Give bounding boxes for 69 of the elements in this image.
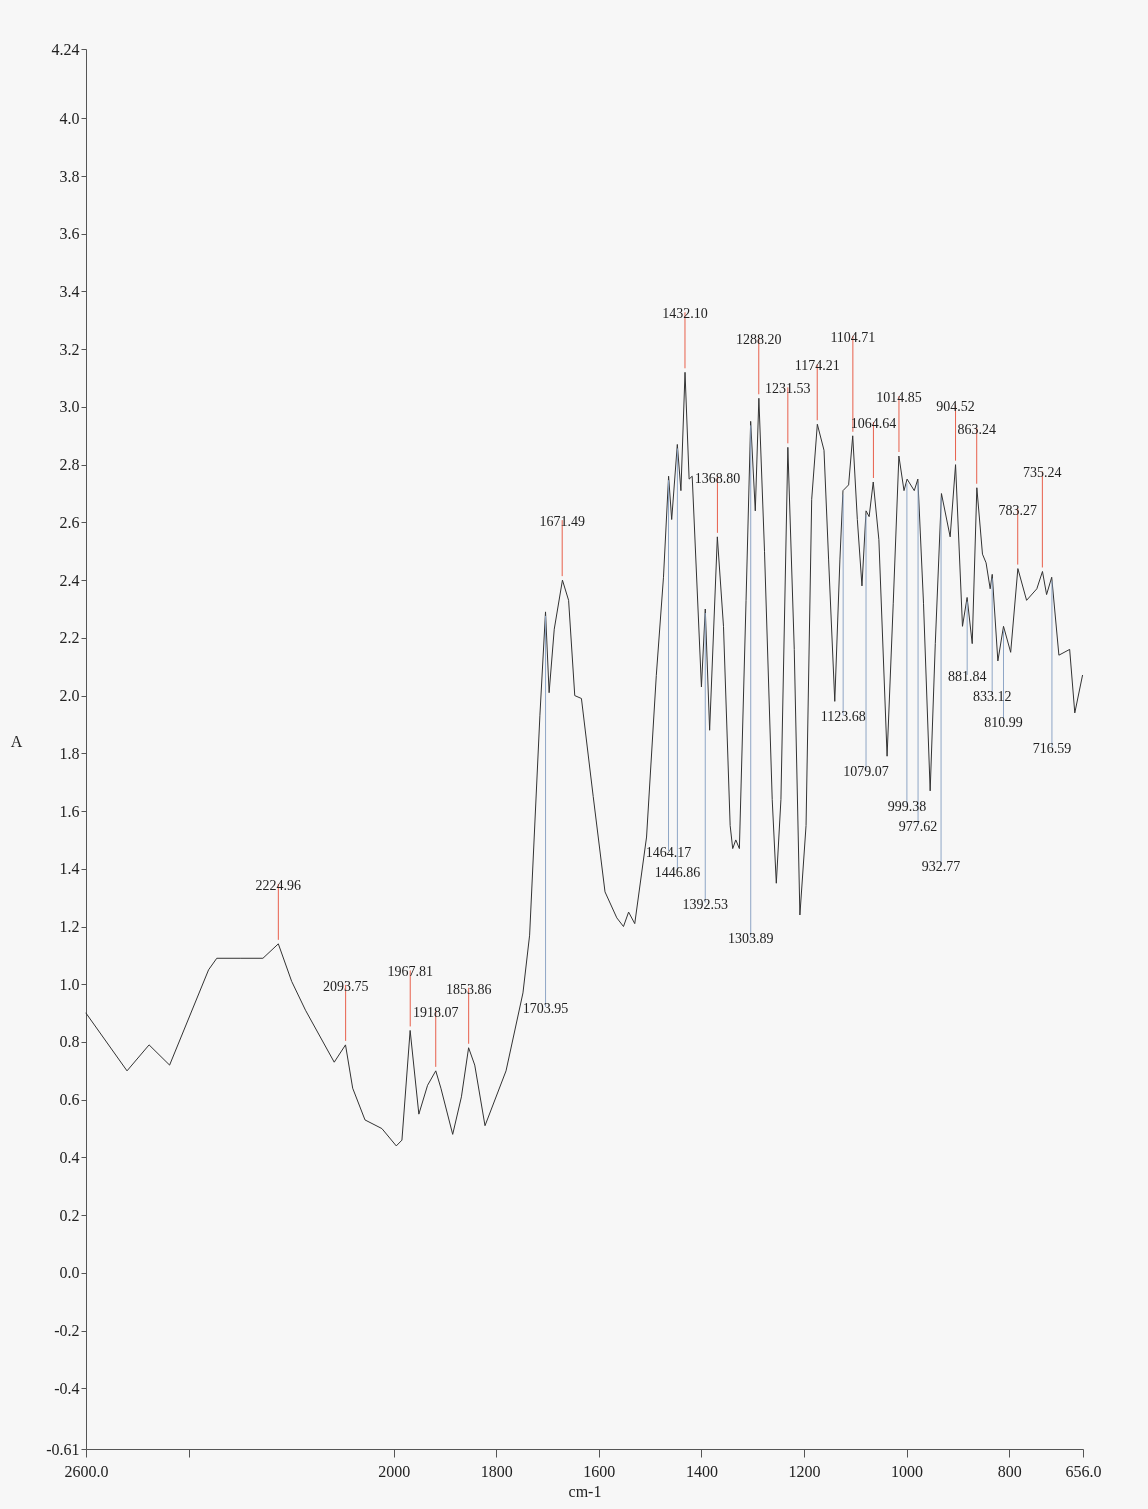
x-tick-label: 2600.0	[64, 1462, 109, 1480]
y-tick-label: -0.4	[54, 1379, 80, 1397]
x-tick-label: 2000	[378, 1462, 411, 1480]
annotation: 1446.86	[654, 865, 701, 881]
y-tick-label: -0.61	[46, 1440, 80, 1458]
y-tick-label: 1.6	[59, 802, 80, 820]
annotation: 810.99	[984, 715, 1023, 731]
x-tick-label: 1800	[480, 1462, 513, 1480]
line-series	[85, 371, 1083, 1147]
y-tick-label: 3.8	[59, 167, 80, 185]
y-tick-label: 3.6	[59, 225, 80, 243]
y-tick-label: 2.2	[59, 629, 80, 647]
annotation: 1014.85	[876, 390, 922, 406]
y-tick-label: 1.8	[59, 744, 80, 762]
annotation: 1703.95	[522, 1000, 569, 1016]
x-tick-label: 1000	[891, 1462, 924, 1480]
y-tick-label: 2.8	[59, 456, 80, 474]
annotation: 1368.80	[694, 470, 741, 486]
x-axis-title: cm-1	[568, 1482, 602, 1500]
y-tick-label: 0.4	[59, 1148, 80, 1166]
annotation: 1079.07	[843, 764, 889, 780]
annotation: 1064.64	[850, 415, 897, 431]
annotation: 833.12	[972, 688, 1012, 704]
annotation: 1464.17	[645, 845, 692, 861]
y-tick-label: 1.2	[59, 918, 80, 936]
y-axis-title: A	[10, 732, 23, 750]
annotation: 1231.53	[765, 381, 811, 397]
y-tick-label: -0.2	[54, 1322, 80, 1340]
annotation: 716.59	[1032, 740, 1072, 756]
annotation: 1123.68	[820, 709, 866, 725]
x-tick-label: 1400	[685, 1462, 718, 1480]
x-tick-label: 800	[997, 1462, 1022, 1480]
annotation: 1288.20	[736, 332, 782, 348]
y-tick-label: 4.24	[51, 40, 80, 58]
x-tick-label: 656.0	[1065, 1462, 1102, 1480]
annotation: 1104.71	[830, 329, 876, 345]
annotation: 904.52	[936, 398, 975, 414]
annotation: 1392.53	[682, 896, 729, 912]
y-tick-label: 3.2	[59, 340, 80, 358]
y-tick-label: 1.0	[59, 975, 80, 993]
annotation: 735.24	[1023, 465, 1062, 481]
annotation: 1967.81	[387, 964, 433, 980]
annotation: 2224.96	[255, 877, 302, 893]
annotation: 783.27	[998, 502, 1037, 518]
annotation: 932.77	[921, 858, 961, 874]
y-tick-label: 3.0	[59, 398, 80, 416]
y-tick-label: 2.4	[59, 571, 80, 589]
annotation: 1918.07	[412, 1004, 459, 1020]
y-tick-label: 0.2	[59, 1206, 80, 1224]
y-tick-label: 2.0	[59, 687, 80, 705]
x-tick-label: 1200	[788, 1462, 821, 1480]
annotation: 977.62	[898, 818, 938, 834]
annotation: 1432.10	[662, 306, 708, 322]
annotation: 999.38	[887, 798, 927, 814]
annotation: 1671.49	[539, 514, 585, 530]
annotation: 863.24	[957, 421, 996, 437]
annotation: 2093.75	[322, 978, 369, 994]
x-tick-label: 1600	[583, 1462, 616, 1480]
y-tick-label: 0.0	[59, 1264, 80, 1282]
y-tick-label: 0.8	[59, 1033, 80, 1051]
annotation: 1174.21	[794, 358, 840, 374]
y-tick-label: 2.6	[59, 513, 80, 531]
y-tick-label: 1.4	[59, 860, 80, 878]
y-tick-label: 0.6	[59, 1091, 80, 1109]
annotation: 1303.89	[727, 931, 774, 947]
annotation: 881.84	[947, 668, 987, 684]
annotation: 1853.86	[445, 981, 492, 997]
y-tick-label: 3.4	[59, 282, 80, 300]
y-tick-label: 4.0	[59, 109, 80, 127]
